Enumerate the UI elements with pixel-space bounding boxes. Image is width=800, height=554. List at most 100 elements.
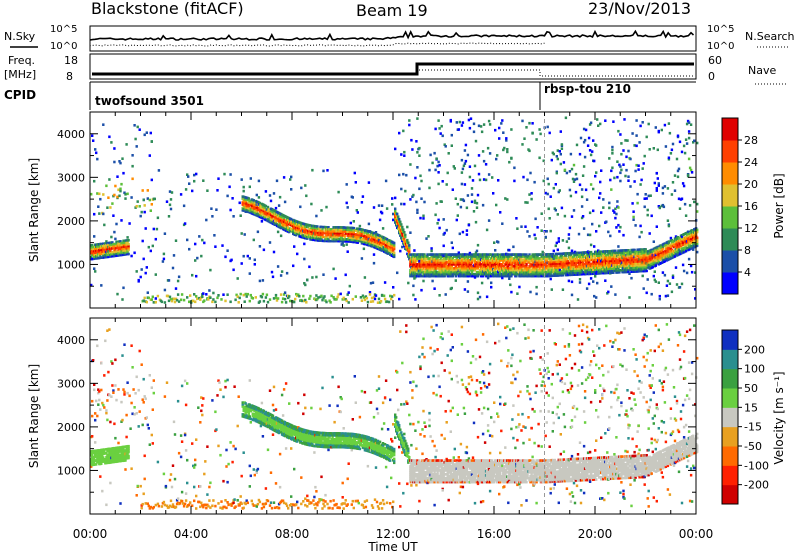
heatmap-cell (511, 257, 514, 260)
heatmap-cell (117, 188, 120, 192)
heatmap-cell (385, 247, 389, 251)
heatmap-cell (601, 262, 604, 265)
heatmap-cell (581, 174, 585, 177)
heatmap-cell (460, 182, 464, 186)
heatmap-cell (368, 293, 372, 296)
heatmap-cell (641, 121, 644, 124)
heatmap-cell (478, 253, 482, 256)
heatmap-cell (540, 229, 543, 232)
heatmap-cell (581, 261, 585, 264)
heatmap-cell (377, 297, 381, 301)
heatmap-cell (644, 265, 647, 269)
heatmap-cell (93, 235, 96, 238)
heatmap-cell (628, 296, 631, 299)
heatmap-cell (557, 274, 560, 277)
heatmap-cell (224, 299, 227, 303)
heatmap-cell (242, 189, 245, 193)
heatmap-cell (279, 274, 283, 277)
heatmap-cell (442, 261, 445, 264)
heatmap-cell (125, 245, 128, 248)
heatmap-cell (445, 183, 448, 186)
heatmap-cell (127, 248, 130, 252)
heatmap-cell (258, 279, 262, 283)
heatmap-cell (642, 162, 645, 165)
heatmap-cell (372, 253, 376, 256)
heatmap-cell (414, 298, 417, 301)
heatmap-cell (193, 293, 196, 296)
heatmap-cell (548, 131, 551, 135)
station-title: Blackstone (fitACF) (91, 0, 244, 18)
heatmap-cell (574, 190, 578, 194)
heatmap-cell (363, 298, 367, 302)
heatmap-cell (214, 245, 217, 248)
heatmap-cell (329, 301, 332, 304)
heatmap-cell (654, 126, 657, 129)
heatmap-cell (419, 216, 422, 220)
heatmap-cell (447, 259, 450, 262)
heatmap-cell (268, 241, 272, 244)
heatmap-cell (226, 194, 229, 198)
cpid-segment-1: twofsound 3501 (95, 94, 204, 108)
heatmap-cell (350, 232, 353, 236)
heatmap-cell (526, 257, 529, 260)
heatmap-cell (442, 244, 445, 248)
heatmap-cell (265, 213, 269, 216)
heatmap-cell (464, 261, 468, 264)
heatmap-cell (343, 228, 346, 231)
heatmap-cell (420, 288, 423, 292)
heatmap-cell (126, 236, 129, 239)
heatmap-cell (620, 142, 623, 145)
heatmap-cell (473, 268, 477, 272)
heatmap-cell (409, 274, 412, 278)
heatmap-cell (446, 268, 449, 272)
heatmap-cell (107, 253, 110, 257)
heatmap-cell (186, 173, 189, 176)
heatmap-cell (214, 300, 217, 304)
heatmap-cell (437, 160, 440, 164)
heatmap-cell (163, 232, 167, 235)
heatmap-cell (608, 201, 611, 205)
heatmap-cell (567, 237, 571, 240)
heatmap-cell (668, 131, 672, 135)
heatmap-cell (358, 229, 362, 233)
heatmap-cell (463, 257, 467, 260)
heatmap-cell (620, 152, 623, 156)
heatmap-cell (469, 117, 473, 120)
heatmap-cell (554, 183, 557, 186)
heatmap-cell (670, 248, 674, 252)
heatmap-cell (637, 164, 640, 167)
heatmap-cell (605, 271, 608, 275)
heatmap-cell (308, 265, 311, 269)
heatmap-cell (550, 158, 553, 162)
heatmap-cell (612, 120, 615, 123)
heatmap-cell (193, 173, 196, 177)
heatmap-cell (436, 265, 439, 268)
heatmap-cell (602, 256, 605, 259)
heatmap-cell (474, 220, 478, 224)
heatmap-cell (442, 259, 445, 262)
heatmap-cell (346, 250, 349, 253)
heatmap-cell (149, 209, 152, 212)
heatmap-cell (471, 267, 475, 270)
heatmap-cell (194, 259, 197, 262)
heatmap-cell (456, 202, 459, 206)
heatmap-cell (454, 274, 457, 278)
heatmap-cell (643, 197, 646, 200)
heatmap-cell (430, 247, 433, 250)
heatmap-cell (303, 228, 306, 232)
heatmap-cell (540, 253, 543, 256)
heatmap-cell (454, 267, 457, 270)
heatmap-cell (247, 205, 250, 208)
heatmap-cell (378, 218, 382, 222)
heatmap-cell (236, 277, 239, 280)
heatmap-cell (674, 266, 678, 269)
heatmap-cell (541, 267, 544, 270)
heatmap-cell (412, 284, 415, 288)
heatmap-cell (345, 183, 348, 186)
heatmap-cell (615, 226, 618, 229)
heatmap-cell (445, 261, 448, 264)
heatmap-cell (520, 274, 523, 278)
heatmap-cell (429, 274, 432, 278)
heatmap-cell (571, 273, 575, 276)
heatmap-cell (268, 210, 272, 214)
